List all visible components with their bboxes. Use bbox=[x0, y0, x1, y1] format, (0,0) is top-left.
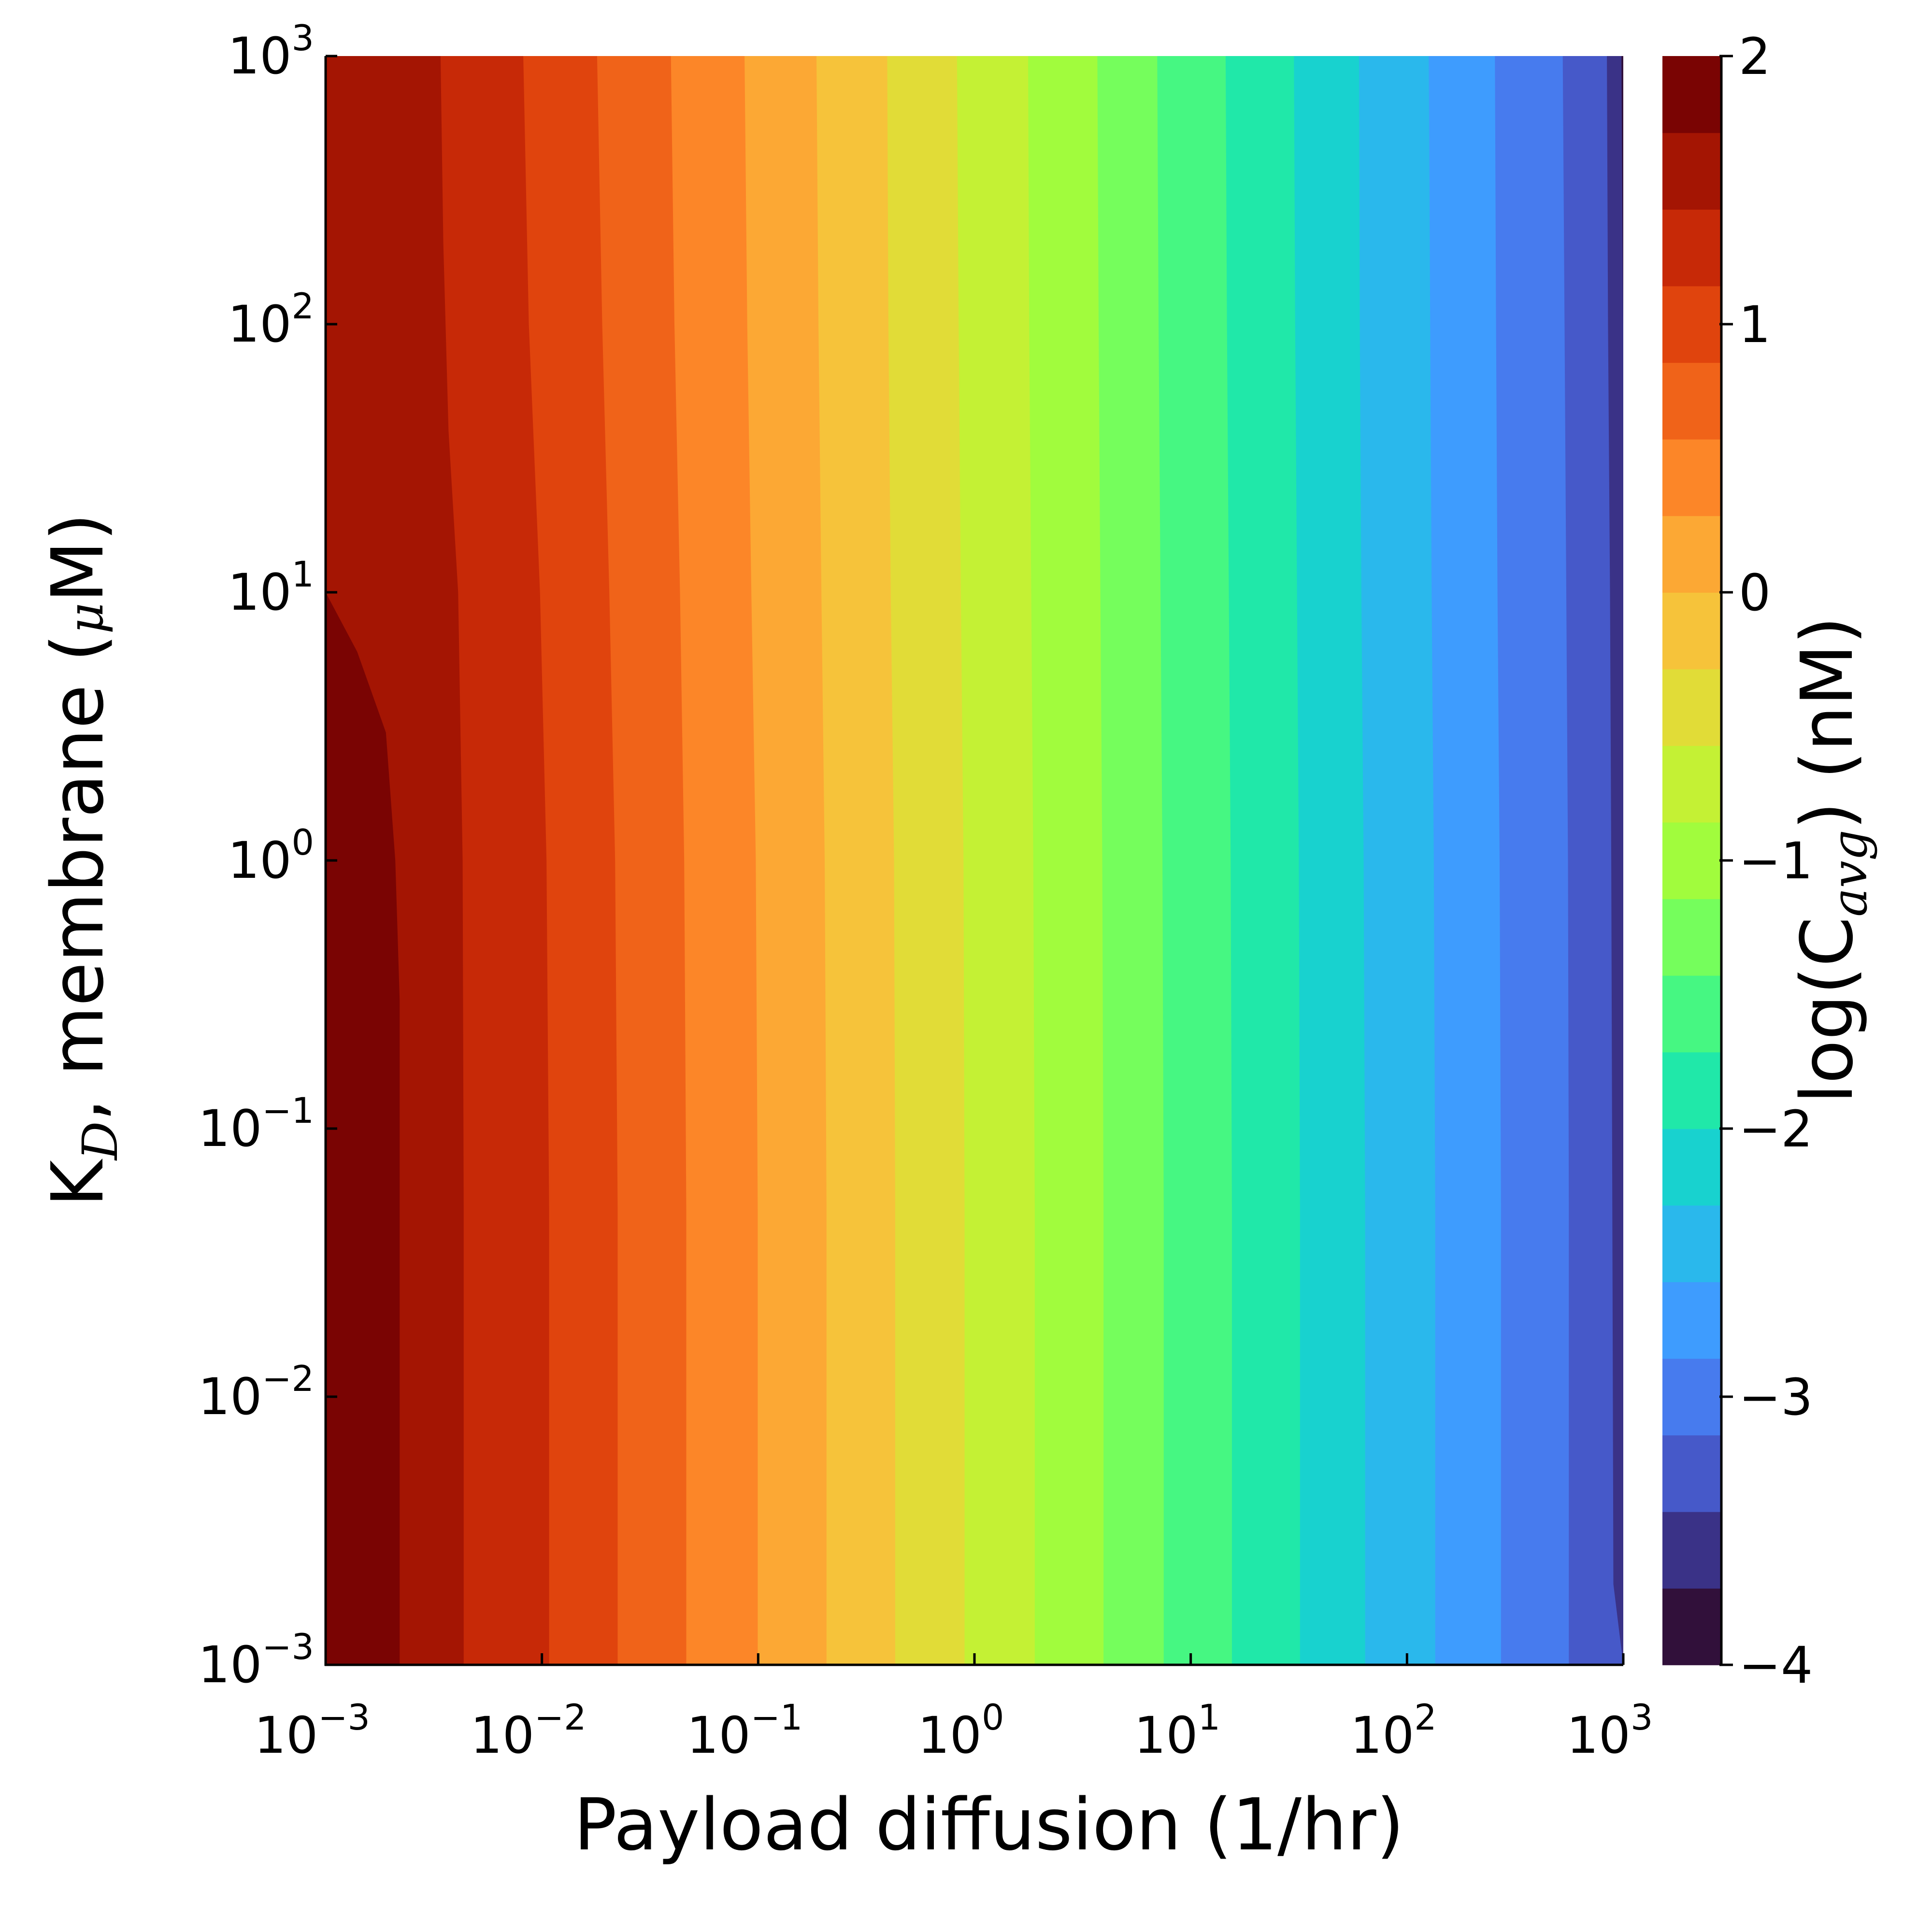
x-tick-label: 10−3 bbox=[254, 1697, 370, 1765]
colorbar-swatch bbox=[1662, 1052, 1721, 1129]
contour-band bbox=[1562, 56, 1623, 1665]
x-tick-label: 10−1 bbox=[687, 1697, 802, 1765]
colorbar-swatch bbox=[1662, 132, 1721, 210]
colorbar-swatch bbox=[1662, 1588, 1721, 1665]
colorbar-title: log(Cavg) (nM) bbox=[1786, 616, 1878, 1104]
colorbar-tick-label: −4 bbox=[1739, 1636, 1813, 1695]
colorbar-tick-label: −1 bbox=[1739, 831, 1813, 890]
colorbar-swatch bbox=[1662, 1511, 1721, 1589]
x-tick-label: 103 bbox=[1567, 1697, 1653, 1765]
colorbar-swatch bbox=[1662, 1358, 1721, 1436]
x-tick-label: 100 bbox=[918, 1697, 1004, 1765]
x-tick-label: 101 bbox=[1134, 1697, 1220, 1765]
colorbar-swatch bbox=[1662, 286, 1721, 363]
colorbar-swatch bbox=[1662, 439, 1721, 516]
colorbar-tick-label: −3 bbox=[1739, 1368, 1813, 1427]
colorbar-tick-label: 2 bbox=[1739, 27, 1771, 86]
colorbar-swatch bbox=[1662, 1205, 1721, 1282]
colorbar-swatch bbox=[1662, 209, 1721, 286]
contour-band bbox=[1607, 56, 1623, 1665]
y-axis-ticks: 10−3 10−2 10−1 100 101 102 103 bbox=[198, 18, 337, 1694]
colorbar-tick-label: 0 bbox=[1739, 563, 1771, 622]
colorbar-swatch bbox=[1662, 975, 1721, 1053]
y-tick-label: 102 bbox=[228, 286, 314, 354]
x-tick-label: 10−2 bbox=[471, 1697, 587, 1765]
colorbar-swatch bbox=[1662, 515, 1721, 593]
colorbar-tick-label: −2 bbox=[1739, 1100, 1813, 1159]
y-tick-label: 10−3 bbox=[198, 1627, 314, 1694]
colorbar-swatch bbox=[1662, 56, 1721, 133]
colorbar-swatch bbox=[1662, 592, 1721, 670]
contour-band bbox=[1621, 56, 1623, 1665]
y-tick-label: 10−2 bbox=[198, 1359, 314, 1426]
colorbar-swatch bbox=[1662, 669, 1721, 746]
colorbar-swatch bbox=[1662, 1435, 1721, 1512]
y-tick-label: 101 bbox=[228, 554, 314, 622]
contour-plot-area bbox=[326, 56, 1623, 1665]
colorbar-swatch bbox=[1662, 1282, 1721, 1359]
colorbar-swatch bbox=[1662, 899, 1721, 976]
colorbar-swatch bbox=[1662, 822, 1721, 900]
colorbar-ticks: 2 1 0 −1 −2 −3 −4 bbox=[1719, 27, 1813, 1695]
colorbar-swatch bbox=[1662, 362, 1721, 440]
x-axis-ticks: 10−3 10−2 10−1 100 101 102 103 bbox=[254, 1653, 1653, 1765]
colorbar-swatch bbox=[1662, 1129, 1721, 1206]
y-tick-label: 103 bbox=[228, 18, 314, 86]
y-tick-label: 100 bbox=[228, 822, 314, 890]
x-axis-title: Payload diffusion (1/hr) bbox=[574, 1783, 1404, 1866]
y-tick-label: 10−1 bbox=[198, 1090, 314, 1158]
colorbar-swatch bbox=[1662, 745, 1721, 823]
x-tick-label: 102 bbox=[1350, 1697, 1437, 1765]
colorbar bbox=[1662, 56, 1723, 1665]
y-axis-title: KD, membrane (μM) bbox=[36, 513, 129, 1207]
colorbar-tick-label: 1 bbox=[1739, 295, 1771, 354]
